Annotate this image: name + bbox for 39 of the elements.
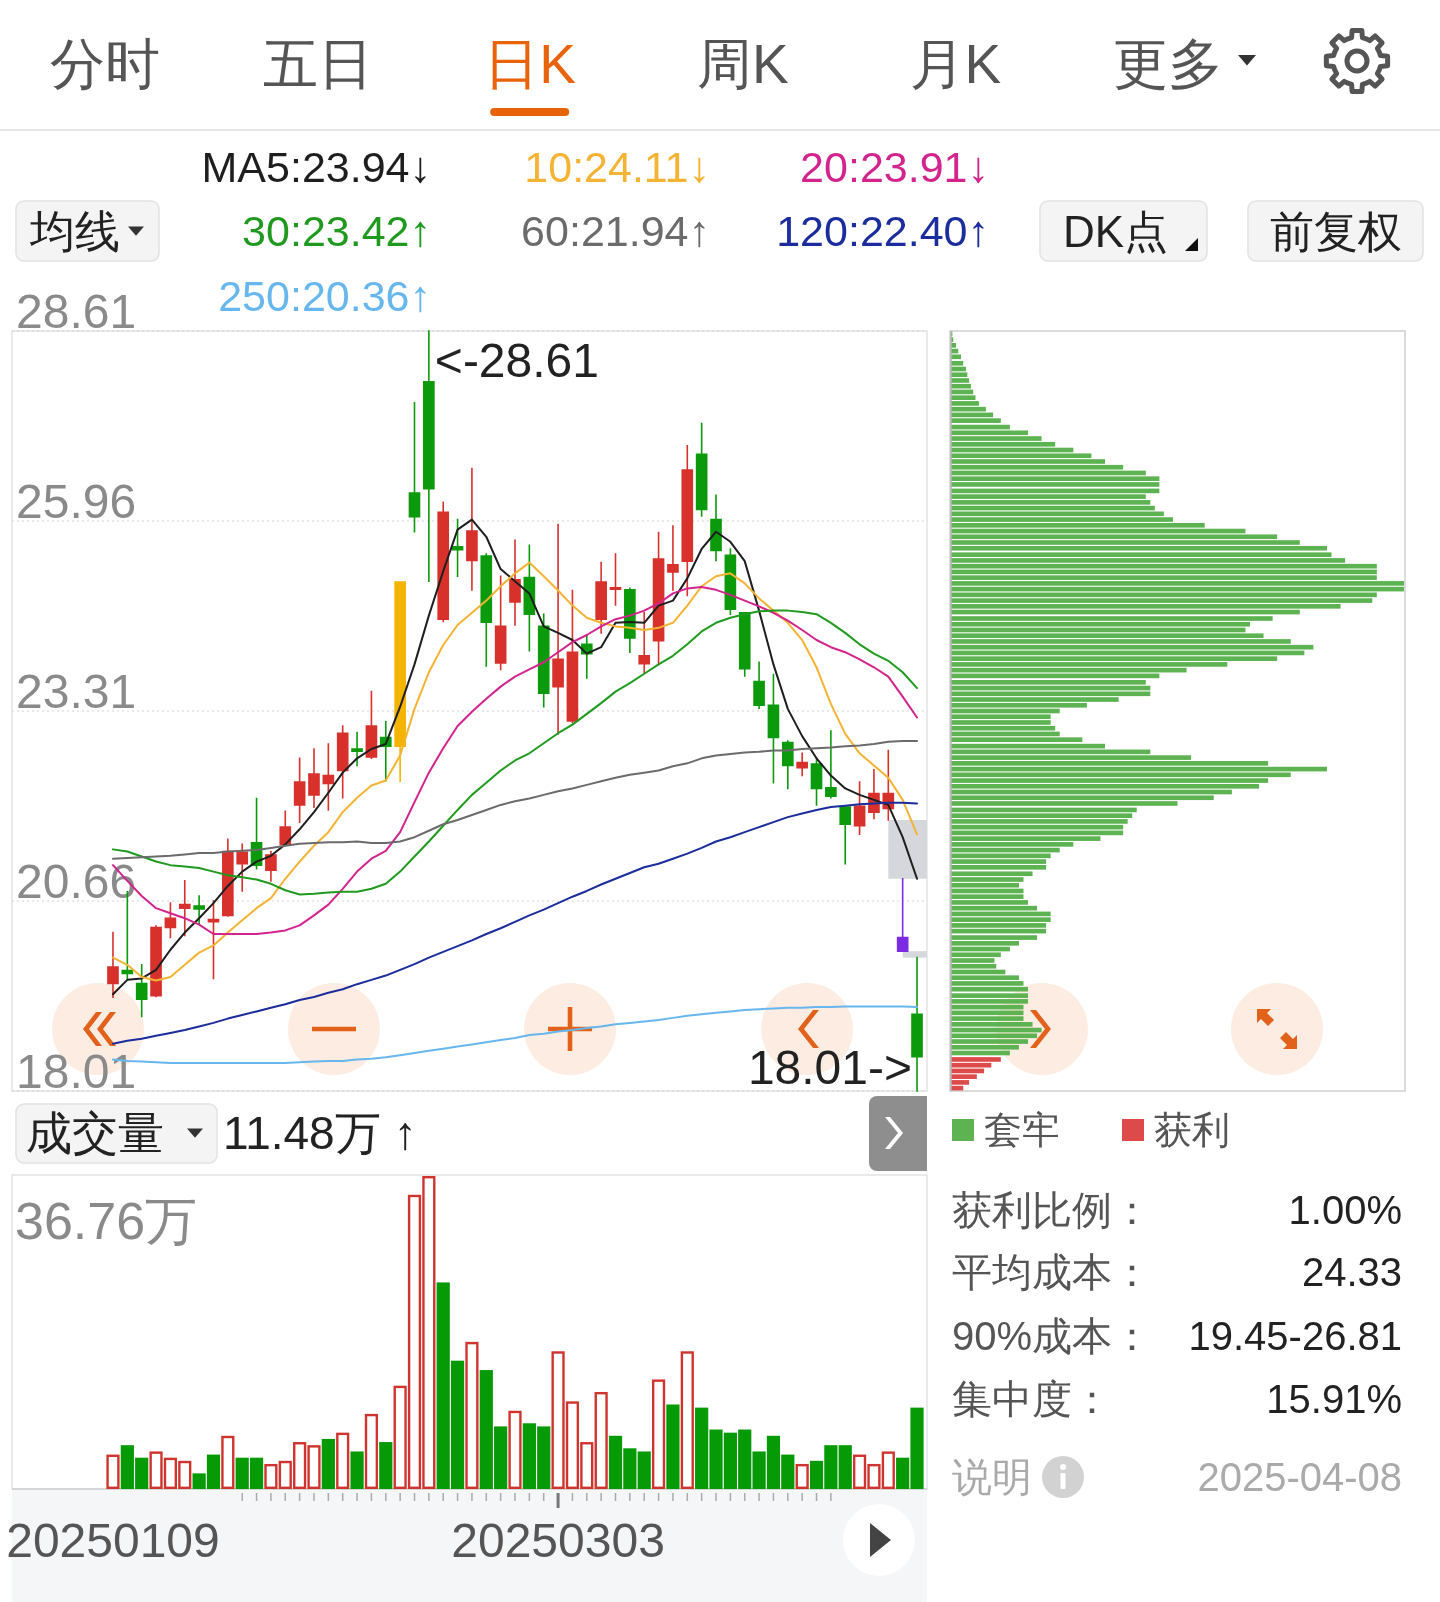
y-tick-label: 23.31 — [16, 665, 137, 718]
x-tick-label: 20250109 — [6, 1513, 220, 1567]
text: 90%成本： — [952, 1314, 1153, 1358]
chart-title: 成交量 — [26, 1107, 164, 1159]
text: 说明 — [952, 1455, 1032, 1499]
text: 前复权 — [1269, 206, 1402, 256]
legend-label: 套牢 — [984, 1109, 1060, 1151]
text: DK点 — [1062, 206, 1169, 256]
text: 平均成本： — [952, 1250, 1152, 1294]
text: 更多 — [1113, 33, 1223, 95]
annotation: 18.01-> — [747, 1041, 913, 1094]
text: 19.45-26.81 — [1188, 1314, 1402, 1358]
text: 30:23.42↑ — [242, 207, 431, 255]
text: 250:20.36↑ — [218, 272, 431, 320]
text: 15.91% — [1266, 1377, 1402, 1421]
text: 周K — [696, 33, 789, 95]
text: 获利比例： — [952, 1188, 1152, 1232]
text: MA5:23.94↓ — [201, 143, 431, 191]
text: 24.33 — [1301, 1250, 1402, 1294]
text: 月K — [909, 33, 1002, 95]
text: 五日 — [262, 33, 373, 95]
text: 日K — [484, 33, 577, 95]
legend-title: 均线 — [29, 205, 120, 257]
annotation: 36.76万 — [15, 1192, 198, 1250]
annotation: <-28.61 — [434, 334, 599, 388]
chart-subtitle: 11.48万 ↑ — [223, 1107, 417, 1159]
text: 2025-04-08 — [1197, 1455, 1402, 1499]
text: 20:23.91↓ — [800, 143, 989, 191]
y-tick-label: 18.01 — [16, 1045, 137, 1098]
text: 分时 — [50, 33, 160, 95]
y-tick-label: 25.96 — [16, 475, 137, 528]
text: 120:22.40↑ — [776, 207, 989, 255]
text: 集中度： — [952, 1377, 1112, 1421]
legend-label: 获利 — [1154, 1109, 1230, 1151]
x-tick-label: 20250303 — [451, 1513, 665, 1567]
text: 60:21.94↑ — [521, 207, 710, 255]
text: 10:24.11↓ — [524, 143, 710, 191]
text: 1.00% — [1288, 1188, 1402, 1232]
y-tick-label: 28.61 — [16, 285, 137, 338]
